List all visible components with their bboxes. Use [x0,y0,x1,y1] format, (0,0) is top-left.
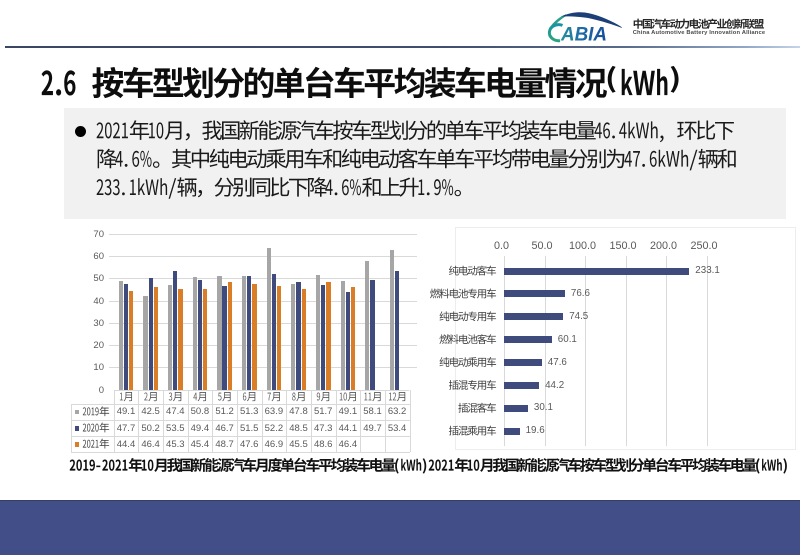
svg-text:ABIA: ABIA [560,25,607,46]
